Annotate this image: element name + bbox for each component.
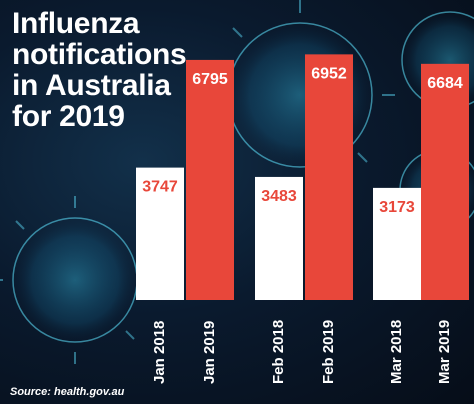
data-label: 3173 [379, 199, 415, 216]
data-label: 6952 [311, 65, 347, 82]
title-line: Influenza [12, 7, 140, 40]
data-label: 6684 [427, 75, 463, 92]
title-line: for 2019 [12, 100, 125, 133]
bar-jan-2019 [186, 59, 234, 300]
chart-title: Influenza notifications in Australia for… [12, 7, 187, 133]
bar-feb-2018 [255, 176, 303, 300]
bar-mar-2019 [421, 63, 469, 300]
x-tick-label: Feb 2019 [320, 320, 337, 384]
data-label: 3747 [142, 179, 178, 196]
x-tick-label: Jan 2018 [151, 321, 168, 384]
x-tick-label: Mar 2019 [436, 320, 453, 384]
bar-feb-2019 [305, 54, 353, 300]
data-label: 6795 [192, 71, 228, 88]
title-line: notifications [12, 38, 187, 71]
source-note: Source: health.gov.au [10, 386, 125, 398]
x-tick-label: Jan 2019 [201, 321, 218, 384]
x-tick-label: Feb 2018 [270, 320, 287, 384]
bar-mar-2018 [373, 187, 421, 300]
title-line: in Australia [12, 69, 171, 102]
bar-jan-2018 [136, 167, 184, 300]
data-label: 3483 [261, 188, 297, 205]
x-tick-label: Mar 2018 [388, 320, 405, 384]
